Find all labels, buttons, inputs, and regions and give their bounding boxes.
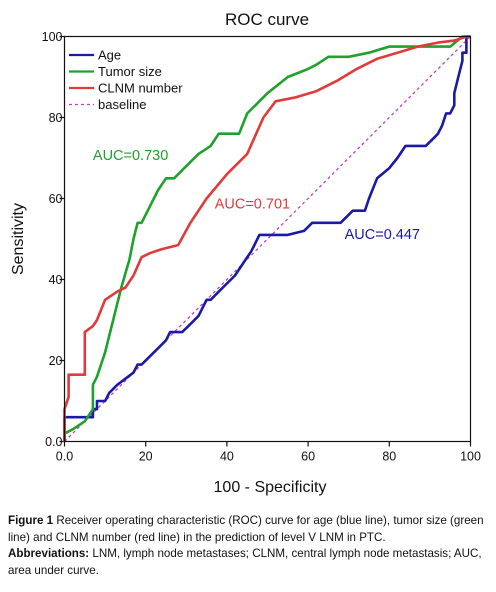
auc-label: AUC=0.447 <box>345 227 420 243</box>
legend-label: CLNM number <box>98 81 183 96</box>
auc-label: AUC=0.701 <box>215 197 290 213</box>
x-tick-label: 0.0 <box>56 450 73 464</box>
y-tick-label: 40 <box>49 273 63 287</box>
abbreviations-text: LNM, lymph node metastases; CLNM, centra… <box>8 547 482 577</box>
x-axis-label: 100 - Specificity <box>214 479 327 496</box>
legend-label: Age <box>98 48 121 63</box>
auc-label: AUC=0.730 <box>93 148 168 164</box>
axis-ticks: 0.0 20 40 60 80 100 0.0 20 40 60 80 100 <box>42 30 481 464</box>
legend-label: baseline <box>98 97 146 112</box>
y-tick-label: 20 <box>49 354 63 368</box>
figure-caption: Figure 1 Receiver operating characterist… <box>8 513 490 579</box>
plot-frame <box>63 35 472 443</box>
auc-annotations: AUC=0.730 AUC=0.701 AUC=0.447 <box>93 148 420 243</box>
series-layer <box>63 35 471 442</box>
series-line-age <box>63 35 471 442</box>
roc-chart: ROC curve 100 - Specificity Sensitivity … <box>10 10 481 496</box>
x-tick-label: 100 <box>460 450 481 464</box>
y-tick-label: 80 <box>49 111 63 125</box>
abbreviations-label: Abbreviations: <box>8 547 90 560</box>
figure-label: Figure 1 <box>8 514 54 527</box>
y-tick-label: 100 <box>42 30 63 44</box>
y-axis-label: Sensitivity <box>10 203 27 275</box>
figure-caption-text: Receiver operating characteristic (ROC) … <box>8 514 484 544</box>
chart-title: ROC curve <box>225 10 309 29</box>
y-tick-label: 60 <box>49 192 63 206</box>
series-line-tumor-size <box>63 35 471 442</box>
y-tick-label: 0.0 <box>45 435 62 449</box>
x-tick-label: 40 <box>220 450 234 464</box>
series-line-clnm-number <box>63 35 471 442</box>
x-tick-label: 20 <box>139 450 153 464</box>
x-tick-label: 80 <box>382 450 396 464</box>
legend-label: Tumor size <box>98 64 162 79</box>
x-tick-label: 60 <box>301 450 315 464</box>
